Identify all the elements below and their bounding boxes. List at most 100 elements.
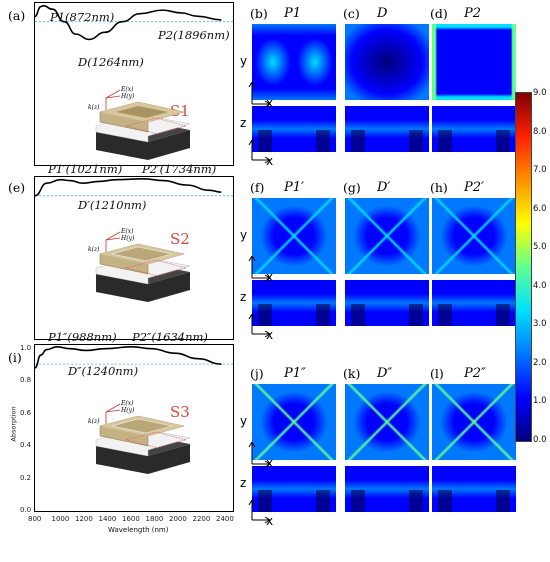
y-tick-label: 0.8: [20, 376, 32, 384]
map-axis-z-label: z: [240, 476, 247, 490]
x-tick-label: 1000: [51, 515, 70, 523]
pillar-shape: [496, 304, 510, 326]
annotation-p2-prime: P2′(1734nm): [142, 162, 217, 176]
map-label: (l): [430, 366, 444, 381]
map-axis-x-label: x: [266, 96, 274, 110]
substrate-block: [96, 444, 190, 474]
field-map-xy: [345, 198, 429, 274]
map-label: (c): [343, 6, 360, 21]
field-map-xy: [252, 24, 336, 100]
cross-cavity: [111, 246, 173, 262]
colorbar-tick-label: 8.0: [533, 126, 547, 137]
k-vector-label: k(z): [88, 104, 100, 111]
map-axis-x-label: x: [266, 514, 274, 528]
structure-name-s2: S2: [170, 230, 190, 248]
map-title: D″: [377, 366, 393, 381]
annotation-p1-prime: P1′(1021nm): [48, 162, 123, 176]
pillar-shape: [316, 490, 330, 512]
panel-label-i: (i): [8, 350, 22, 365]
y-tick-label: 0.4: [20, 441, 32, 449]
colorbar-tick-label: 9.0: [533, 88, 547, 98]
cross-cavity: [111, 418, 173, 434]
map-label: (f): [250, 180, 265, 195]
map-axis-y-label: y: [240, 414, 248, 428]
x-tick-label: 1200: [75, 515, 93, 523]
substrate-block: [96, 272, 190, 302]
map-axis-y-label: y: [240, 228, 248, 242]
field-map-xy: [345, 24, 429, 100]
cavity: [116, 106, 168, 118]
x-tick-label: 800: [28, 515, 42, 523]
pillar-shape: [496, 130, 510, 152]
y-tick-label: 0.2: [20, 473, 32, 482]
map-title: P1″: [284, 366, 306, 381]
colorbar-tick-label: 4.0: [533, 280, 547, 291]
x-tick-label: 2400: [216, 515, 234, 523]
map-axis-z-label: z: [240, 290, 247, 304]
e-field-label: E(x): [120, 228, 134, 235]
map-label: (g): [343, 180, 361, 195]
absorption-line: [35, 346, 222, 369]
y-tick-label: 0.0: [20, 506, 32, 514]
x-tick-label: 2000: [169, 515, 187, 523]
x-tick-label: 1800: [145, 515, 164, 523]
axis-arrows-icon: [248, 81, 271, 164]
colorbar: [515, 92, 532, 442]
pillar-shape: [258, 304, 272, 326]
structure-illustration-s1: E(x)H(y) k(z): [88, 86, 191, 160]
annotation-p2-double-prime: P2″(1634nm): [132, 330, 208, 344]
pillar-shape: [438, 490, 452, 512]
structure-illustration-s2: E(x)H(y) k(z): [88, 228, 191, 302]
annotation-p2: P2(1896nm): [158, 28, 230, 42]
colorbar-tick-label: 0.0: [533, 434, 547, 445]
e-field-label: E(x): [120, 400, 134, 407]
annotation-d-prime: D′(1210nm): [78, 198, 147, 212]
axis-arrows-icon: [248, 441, 271, 524]
axis-arrows-icon: [248, 255, 271, 338]
pillar-shape: [258, 490, 272, 512]
field-map-xy: [252, 384, 336, 460]
map-axis-z-label: z: [240, 116, 247, 130]
pillar-shape: [351, 130, 365, 152]
field-map-xy: [432, 24, 516, 100]
x-tick-label: 2200: [192, 515, 211, 523]
map-axis-x-label: x: [266, 456, 274, 470]
colorbar-tick-label: 7.0: [533, 165, 547, 175]
spectrum-curve-a: [35, 4, 233, 41]
absorption-line: [35, 177, 222, 197]
pillar-shape: [316, 304, 330, 326]
k-vector-label: k(z): [88, 246, 100, 253]
spectrum-curve-e: [35, 177, 233, 197]
structure-name-s3: S3: [170, 403, 190, 421]
h-field-label: H(y): [120, 235, 135, 242]
map-title: D: [377, 6, 388, 21]
map-title: D′: [377, 180, 391, 195]
colorbar-tick-label: 5.0: [533, 242, 547, 252]
map-title: P2′: [464, 180, 484, 195]
field-map-xy: [252, 198, 336, 274]
pillar-shape: [409, 490, 423, 512]
h-field-label: H(y): [120, 93, 135, 100]
field-map-xy: [345, 384, 429, 460]
h-field-label: H(y): [120, 407, 135, 414]
colorbar-tick-label: 6.0: [533, 203, 547, 214]
k-vector-label: k(z): [88, 418, 100, 425]
structure-illustration-s3: E(x)H(y) k(z): [88, 400, 191, 474]
absorption-line: [35, 4, 222, 41]
x-tick-label: 1600: [122, 515, 140, 523]
e-field-label: E(x): [120, 86, 134, 93]
pillar-shape: [258, 130, 272, 152]
map-title: P2: [464, 6, 482, 21]
annotation-d: D(1264nm): [78, 55, 144, 69]
colorbar-tick-label: 3.0: [533, 319, 547, 329]
y-tick-label: 1.0: [20, 343, 32, 352]
colorbar-tick-label: 1.0: [533, 396, 547, 406]
map-axis-y-label: y: [240, 54, 248, 68]
x-axis-label: Wavelength (nm): [108, 526, 169, 534]
pillar-shape: [438, 304, 452, 326]
x-tick-label: 1400: [98, 515, 117, 523]
map-axis-x-label: x: [266, 270, 274, 284]
unit-cell-outline: [125, 117, 187, 135]
map-title: P2″: [464, 366, 486, 381]
map-label: (k): [343, 366, 361, 381]
